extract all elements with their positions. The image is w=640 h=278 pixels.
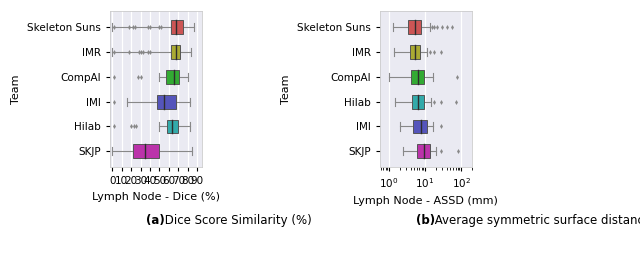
Text: (b): (b) bbox=[416, 214, 435, 227]
Bar bbox=[413, 120, 426, 133]
Bar bbox=[408, 20, 421, 34]
Bar bbox=[417, 145, 430, 158]
Bar bbox=[171, 20, 183, 34]
Text: Average symmetric surface distance (mm): Average symmetric surface distance (mm) bbox=[431, 214, 640, 227]
Y-axis label: Team: Team bbox=[281, 75, 291, 104]
Text: (a): (a) bbox=[147, 214, 165, 227]
Bar bbox=[412, 95, 424, 108]
Text: Dice Score Similarity (%): Dice Score Similarity (%) bbox=[161, 214, 312, 227]
Y-axis label: Team: Team bbox=[11, 75, 21, 104]
Bar bbox=[167, 120, 179, 133]
X-axis label: Lymph Node - Dice (%): Lymph Node - Dice (%) bbox=[92, 192, 220, 202]
Bar bbox=[410, 45, 420, 59]
Bar bbox=[133, 145, 159, 158]
X-axis label: Lymph Node - ASSD (mm): Lymph Node - ASSD (mm) bbox=[353, 196, 499, 206]
Bar bbox=[166, 70, 179, 84]
Bar bbox=[411, 70, 424, 84]
Bar bbox=[171, 45, 180, 59]
Bar bbox=[157, 95, 175, 108]
